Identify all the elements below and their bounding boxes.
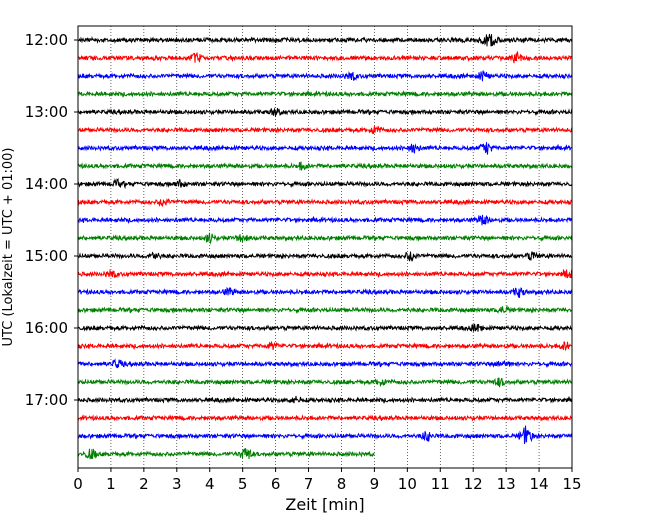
seismic-trace-1445 bbox=[77, 232, 573, 245]
seismic-trace-1530 bbox=[77, 286, 573, 298]
seismic-trace-1430 bbox=[77, 214, 573, 226]
seismic-trace-1415 bbox=[77, 197, 573, 208]
seismic-trace-1700 bbox=[77, 395, 573, 404]
y-tick-label: 17:00 bbox=[25, 391, 68, 409]
trace-layer bbox=[77, 33, 573, 460]
seismic-trace-1645 bbox=[77, 377, 573, 388]
x-tick-label: 5 bbox=[238, 475, 248, 493]
x-tick-label: 2 bbox=[139, 475, 149, 493]
x-tick-label: 1 bbox=[106, 475, 116, 493]
x-tick-label: 3 bbox=[172, 475, 182, 493]
x-tick-label: 11 bbox=[431, 475, 450, 493]
y-tick-label: 14:00 bbox=[25, 175, 68, 193]
seismic-trace-1515 bbox=[77, 268, 573, 279]
seismic-trace-1315 bbox=[77, 125, 573, 134]
seismic-trace-1500 bbox=[77, 251, 573, 262]
x-tick-label: 12 bbox=[464, 475, 483, 493]
x-tick-label: 13 bbox=[497, 475, 516, 493]
x-axis: 0 1 2 3 4 5 6 7 8 9 10 11 12 13 14 15 bbox=[73, 468, 582, 493]
seismic-trace-1715 bbox=[77, 414, 573, 422]
x-tick-label: 6 bbox=[271, 475, 281, 493]
x-tick-label: 7 bbox=[304, 475, 314, 493]
seismic-trace-1745 bbox=[77, 448, 375, 460]
y-tick-label: 12:00 bbox=[25, 31, 68, 49]
seismic-trace-1300 bbox=[77, 107, 573, 117]
seismic-trace-1400 bbox=[77, 177, 573, 190]
x-tick-label: 9 bbox=[370, 475, 380, 493]
y-axis: 12:00 13:00 14:00 15:00 16:00 17:00 bbox=[25, 31, 78, 409]
seismic-trace-1615 bbox=[77, 341, 573, 352]
y-tick-label: 16:00 bbox=[25, 319, 68, 337]
x-tick-label: 15 bbox=[562, 475, 581, 493]
x-tick-label: 14 bbox=[530, 475, 549, 493]
x-tick-label: 0 bbox=[73, 475, 83, 493]
seismic-trace-1330 bbox=[77, 142, 573, 155]
seismic-trace-1630 bbox=[77, 358, 573, 369]
y-tick-label: 13:00 bbox=[25, 103, 68, 121]
seismic-trace-1545 bbox=[77, 305, 573, 315]
seismic-trace-1600 bbox=[77, 323, 573, 332]
axes-frame bbox=[77, 25, 573, 469]
x-tick-label: 10 bbox=[398, 475, 417, 493]
y-axis-label: UTC (Lokalzeit = UTC + 01:00) bbox=[1, 148, 16, 347]
seismic-trace-1215 bbox=[77, 50, 573, 64]
seismic-trace-1230 bbox=[77, 70, 573, 82]
seismic-trace-1345 bbox=[77, 161, 573, 171]
x-tick-label: 8 bbox=[337, 475, 347, 493]
x-tick-label: 4 bbox=[205, 475, 215, 493]
seismic-trace-1245 bbox=[77, 90, 573, 98]
seismic-trace-1200 bbox=[77, 33, 573, 47]
x-axis-label: Zeit [min] bbox=[285, 495, 364, 514]
y-tick-label: 15:00 bbox=[25, 247, 68, 265]
seismic-trace-1730 bbox=[77, 425, 573, 445]
